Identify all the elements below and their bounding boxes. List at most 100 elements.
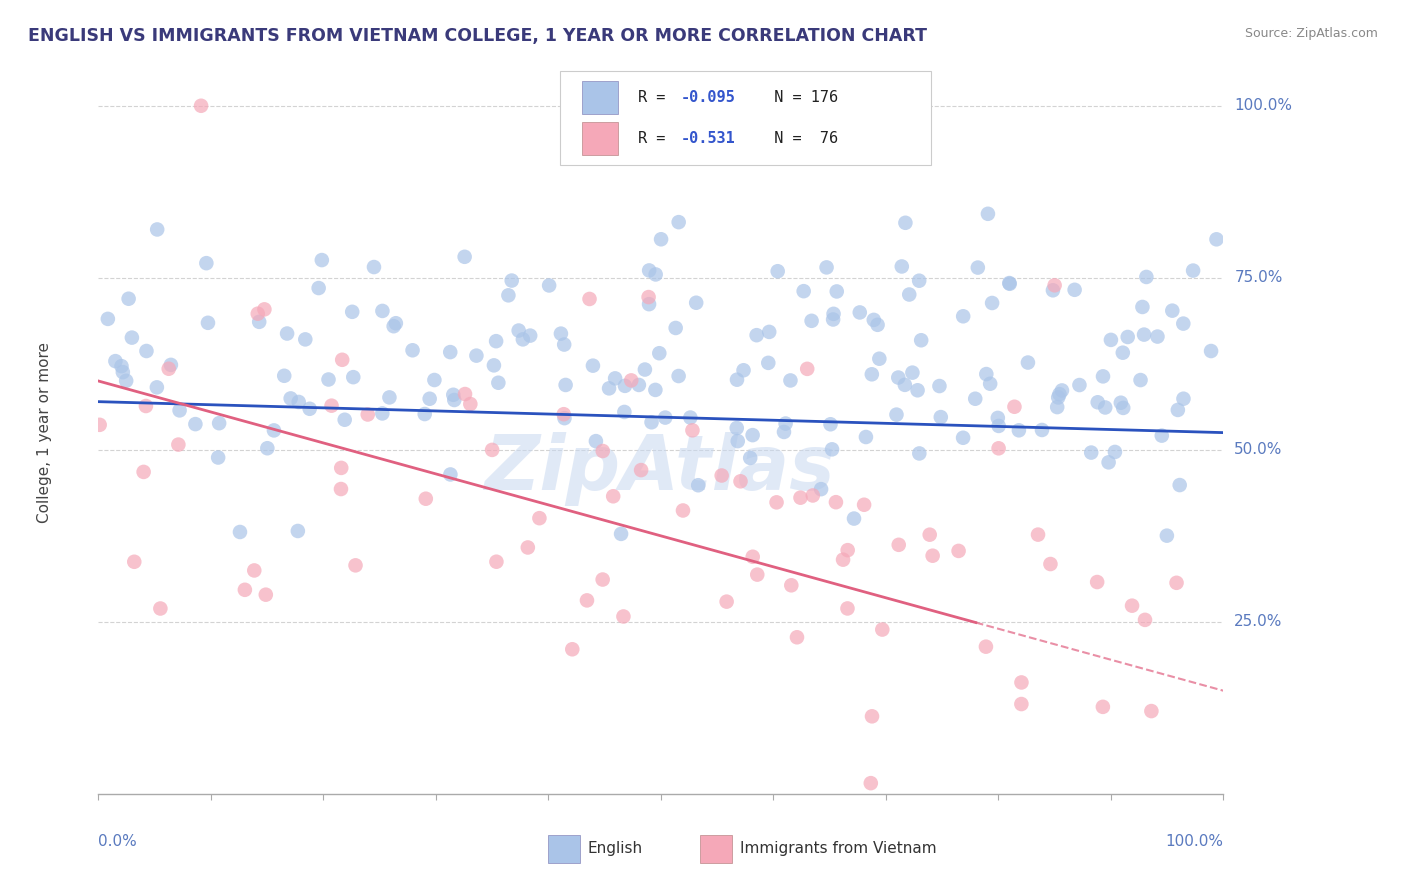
Point <box>415 491 437 506</box>
Point <box>908 274 931 288</box>
Point <box>413 407 436 421</box>
Point <box>146 380 169 394</box>
Point <box>725 421 748 435</box>
Text: 100.0%: 100.0% <box>1234 98 1292 113</box>
Point <box>928 379 950 393</box>
Point <box>901 366 924 380</box>
Point <box>342 305 364 319</box>
Point <box>887 538 910 552</box>
Text: -0.531: -0.531 <box>681 131 735 146</box>
Text: R =: R = <box>638 131 675 146</box>
Point <box>519 328 541 343</box>
Point <box>550 326 572 341</box>
Point <box>948 544 970 558</box>
Point <box>668 215 690 229</box>
Point <box>987 411 1010 425</box>
Point <box>481 442 503 457</box>
Point <box>740 450 762 465</box>
Point <box>890 260 912 274</box>
Point <box>650 232 672 246</box>
Point <box>592 444 614 458</box>
Point <box>273 368 295 383</box>
Point <box>1112 345 1135 359</box>
Point <box>1166 575 1188 590</box>
Point <box>1205 232 1227 246</box>
Point <box>1047 391 1070 405</box>
Point <box>894 216 917 230</box>
Point <box>987 418 1010 433</box>
Point <box>582 359 605 373</box>
Point <box>918 527 941 541</box>
Point <box>894 377 917 392</box>
Point <box>1046 400 1069 414</box>
Point <box>330 482 353 496</box>
Point <box>640 415 662 429</box>
Point <box>439 345 461 359</box>
Point <box>330 352 353 367</box>
Point <box>727 434 749 449</box>
Point <box>825 495 848 509</box>
Point <box>287 395 309 409</box>
Point <box>796 362 818 376</box>
Point <box>401 343 423 358</box>
Point <box>167 437 190 451</box>
Point <box>801 488 824 502</box>
Point <box>779 374 801 388</box>
Point <box>1116 330 1139 344</box>
Point <box>910 333 932 347</box>
Point <box>254 588 277 602</box>
Point <box>634 362 657 376</box>
Text: English: English <box>588 840 643 855</box>
FancyBboxPatch shape <box>700 835 731 863</box>
FancyBboxPatch shape <box>548 835 579 863</box>
Point <box>465 349 488 363</box>
Point <box>1091 699 1114 714</box>
Point <box>630 463 652 477</box>
Point <box>679 410 702 425</box>
Point <box>821 442 844 457</box>
Point <box>553 337 575 351</box>
Point <box>501 274 523 288</box>
Point <box>146 222 169 236</box>
Point <box>378 391 401 405</box>
Point <box>1161 303 1184 318</box>
Point <box>872 623 894 637</box>
Point <box>160 358 183 372</box>
Point <box>1173 392 1195 406</box>
Point <box>423 373 446 387</box>
Text: 25.0%: 25.0% <box>1234 615 1282 630</box>
Point <box>613 405 636 419</box>
Text: -0.095: -0.095 <box>681 90 735 105</box>
Point <box>775 417 797 431</box>
Point <box>637 290 659 304</box>
Point <box>598 381 620 395</box>
Point <box>907 384 929 398</box>
Point <box>823 312 845 326</box>
Text: Source: ZipAtlas.com: Source: ZipAtlas.com <box>1244 27 1378 40</box>
Point <box>184 417 207 431</box>
Point <box>1156 529 1178 543</box>
Point <box>149 601 172 615</box>
Point <box>887 370 910 384</box>
Point <box>866 318 889 332</box>
Point <box>685 295 707 310</box>
Point <box>1104 445 1126 459</box>
Point <box>1010 697 1032 711</box>
Point <box>1182 263 1205 277</box>
Point <box>485 334 508 348</box>
Point <box>454 387 477 401</box>
Point <box>979 376 1001 391</box>
Point <box>886 408 908 422</box>
Point <box>1069 378 1091 392</box>
Point <box>644 383 666 397</box>
Point <box>1146 329 1168 343</box>
Point <box>1112 401 1135 415</box>
Point <box>243 564 266 578</box>
Point <box>443 392 465 407</box>
Point <box>554 378 576 392</box>
Point <box>1063 283 1085 297</box>
Point <box>453 250 475 264</box>
Point <box>638 297 661 311</box>
Point <box>578 292 600 306</box>
Point <box>298 401 321 416</box>
